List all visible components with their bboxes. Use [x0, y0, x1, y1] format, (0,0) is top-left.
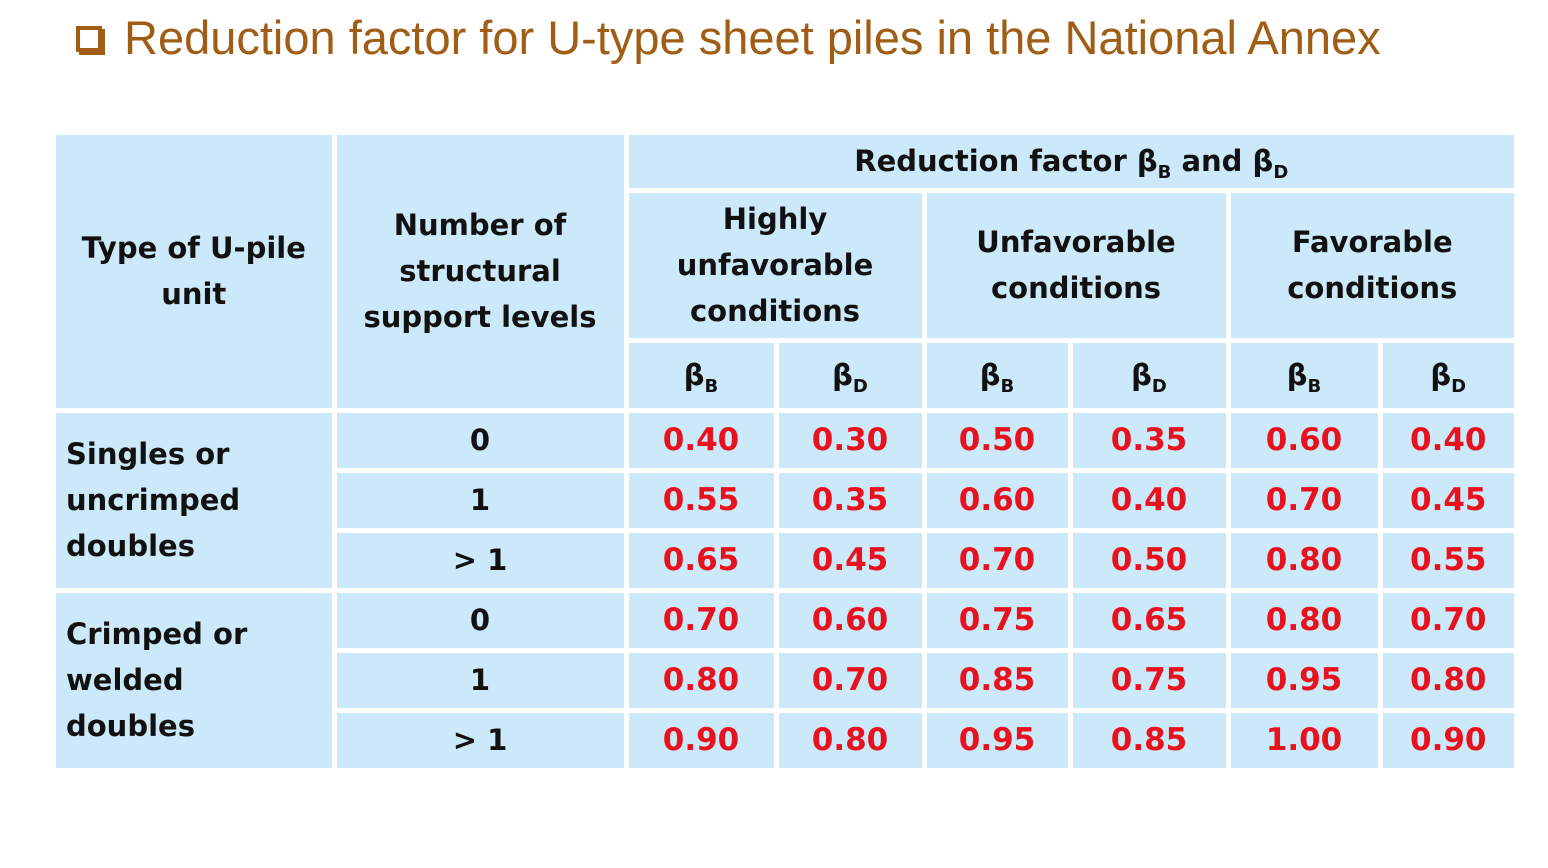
- header-beta-d: βD: [1067, 337, 1231, 413]
- value-cell: 0.40: [1377, 407, 1515, 473]
- value-cell: 0.70: [623, 587, 779, 653]
- value-cell: 0.30: [773, 407, 927, 473]
- table-row: Crimped or welded doubles 0 0.70 0.60 0.…: [56, 587, 1515, 773]
- value-cell: 0.70: [1377, 587, 1515, 653]
- value-cell: 0.95: [1225, 647, 1383, 713]
- value-cell: 0.65: [1067, 587, 1231, 653]
- value-cell: 0.60: [1225, 407, 1383, 473]
- value-cell: 0.70: [1225, 467, 1383, 533]
- table-row: > 1 0.65 0.45 0.70 0.50 0.80 0.55: [56, 527, 1515, 593]
- hollow-square-bullet-icon: [76, 26, 102, 52]
- value-cell: 0.45: [1377, 467, 1515, 533]
- type-cell: Singles or uncrimped doubles: [56, 407, 337, 593]
- table-row: Singles or uncrimped doubles 0 0.40 0.30…: [56, 407, 1515, 593]
- value-cell: 0.55: [1377, 527, 1515, 593]
- header-unfavorable: Unfavorable conditions: [921, 187, 1231, 343]
- value-cell: 0.85: [1067, 707, 1231, 773]
- header-beta-b: βB: [921, 337, 1073, 413]
- value-cell: 0.40: [1067, 467, 1231, 533]
- header-beta-d: βD: [773, 337, 927, 413]
- table-row: 1 0.80 0.70 0.85 0.75 0.95 0.80: [56, 647, 1515, 713]
- value-cell: 0.90: [623, 707, 779, 773]
- value-cell: 0.95: [921, 707, 1073, 773]
- value-cell: 0.70: [921, 527, 1073, 593]
- value-cell: 0.40: [623, 407, 779, 473]
- value-cell: 0.35: [773, 467, 927, 533]
- reduction-factor-table: Type of U-pile unit Number of structural…: [56, 135, 1515, 773]
- value-cell: 0.60: [921, 467, 1073, 533]
- header-beta-b: βB: [626, 337, 779, 413]
- table-row: > 1 0.90 0.80 0.95 0.85 1.00 0.90: [56, 707, 1515, 773]
- header-type: Type of U-pile unit: [56, 135, 337, 413]
- levels-cell: > 1: [334, 527, 629, 593]
- value-cell: 0.60: [773, 587, 927, 653]
- value-cell: 0.80: [1225, 587, 1383, 653]
- value-cell: 0.45: [773, 527, 927, 593]
- header-beta-d: βD: [1377, 337, 1515, 413]
- value-cell: 0.35: [1067, 407, 1231, 473]
- value-cell: 0.85: [921, 647, 1073, 713]
- value-cell: 0.80: [623, 647, 779, 713]
- levels-cell: 0: [331, 407, 629, 473]
- header-highly-unfavorable: Highly unfavorable conditions: [626, 187, 927, 343]
- value-cell: 0.65: [623, 527, 779, 593]
- value-cell: 0.75: [921, 587, 1073, 653]
- page-title-text: Reduction factor for U-type sheet piles …: [124, 10, 1381, 64]
- value-cell: 0.80: [1225, 527, 1383, 593]
- header-reduction-factor: Reduction factor βB and βD: [623, 135, 1515, 193]
- value-cell: 0.50: [921, 407, 1073, 473]
- value-cell: 0.55: [623, 467, 779, 533]
- table-row: 1 0.55 0.35 0.60 0.40 0.70 0.45: [56, 467, 1515, 533]
- levels-cell: 0: [331, 587, 629, 653]
- header-beta-b: βB: [1225, 337, 1383, 413]
- value-cell: 0.75: [1067, 647, 1231, 713]
- levels-cell: 1: [334, 647, 629, 713]
- value-cell: 0.80: [773, 707, 927, 773]
- value-cell: 1.00: [1225, 707, 1383, 773]
- levels-cell: 1: [334, 467, 629, 533]
- levels-cell: > 1: [334, 707, 629, 773]
- header-levels: Number of structural support levels: [331, 135, 629, 413]
- value-cell: 0.90: [1377, 707, 1515, 773]
- page-title: Reduction factor for U-type sheet piles …: [76, 10, 1381, 64]
- value-cell: 0.50: [1067, 527, 1231, 593]
- value-cell: 0.80: [1377, 647, 1515, 713]
- header-favorable: Favorable conditions: [1225, 187, 1515, 343]
- type-cell: Crimped or welded doubles: [56, 587, 337, 773]
- value-cell: 0.70: [773, 647, 927, 713]
